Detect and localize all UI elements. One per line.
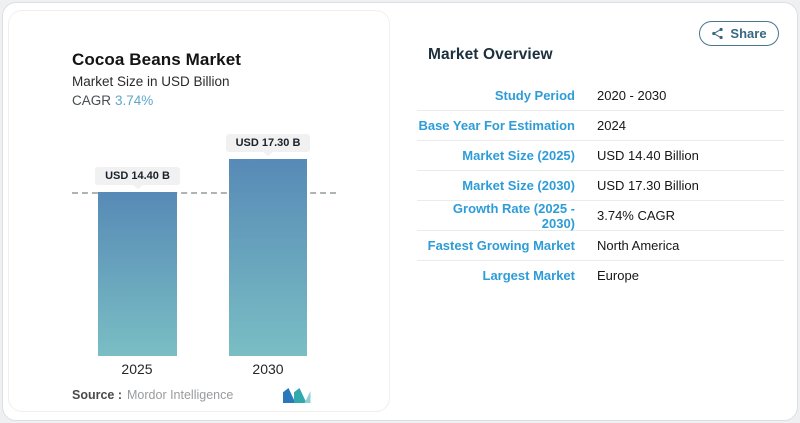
share-icon [711, 27, 724, 40]
row-value: USD 17.30 Billion [597, 178, 699, 193]
source-attribution: Source : Mordor Intelligence [72, 388, 233, 402]
bar-2025 [98, 192, 177, 356]
table-row-study-period: Study Period 2020 - 2030 [417, 81, 784, 111]
row-label: Fastest Growing Market [427, 238, 575, 253]
share-button-label: Share [730, 26, 767, 41]
x-axis-tick-2030: 2030 [252, 361, 284, 377]
overview-heading: Market Overview [428, 46, 553, 63]
row-label: Market Size (2030) [462, 178, 575, 193]
chart-cagr-line: CAGR 3.74% [72, 93, 153, 108]
chart-title: Cocoa Beans Market [72, 50, 242, 69]
bar-group-2025: USD 14.40 B [95, 167, 180, 356]
row-value: 3.74% CAGR [597, 208, 676, 223]
table-row-base-year: Base Year For Estimation 2024 [417, 111, 784, 141]
market-overview-table: Study Period 2020 - 2030 Base Year For E… [417, 81, 784, 290]
chart-subtitle: Market Size in USD Billion [72, 74, 230, 89]
row-value: North America [597, 238, 680, 253]
source-label: Source : [72, 388, 123, 402]
row-label: Base Year For Estimation [418, 118, 575, 133]
bar-2030 [229, 159, 307, 356]
table-row-largest-market: Largest Market Europe [417, 261, 784, 290]
bar-value-pointer [132, 185, 143, 189]
row-value: Europe [597, 268, 639, 283]
table-row-market-size-2025: Market Size (2025) USD 14.40 Billion [417, 141, 784, 171]
bar-value-label-2030: USD 17.30 B [225, 134, 311, 152]
row-label: Largest Market [482, 268, 575, 283]
row-value: 2024 [597, 118, 626, 133]
x-axis-tick-2025: 2025 [121, 361, 153, 377]
share-button[interactable]: Share [699, 21, 779, 46]
row-value: 2020 - 2030 [597, 88, 667, 103]
row-label: Market Size (2025) [462, 148, 575, 163]
row-label: Growth Rate (2025 - 2030) [452, 200, 575, 231]
bar-value-label-2025: USD 14.40 B [95, 167, 180, 185]
table-row-growth-rate: Growth Rate (2025 - 2030) 3.74% CAGR [417, 201, 784, 231]
cagr-label: CAGR [72, 93, 112, 108]
row-value: USD 14.40 Billion [597, 148, 699, 163]
bar-value-pointer [263, 152, 273, 156]
table-row-market-size-2030: Market Size (2030) USD 17.30 Billion [417, 171, 784, 201]
row-label: Study Period [494, 88, 575, 103]
cagr-value: 3.74% [115, 93, 154, 108]
mordor-intelligence-logo [283, 388, 311, 408]
chart-panel-card [8, 10, 390, 412]
table-row-fastest-growing-market: Fastest Growing Market North America [417, 231, 784, 261]
bar-group-2030: USD 17.30 B [225, 134, 311, 356]
source-name: Mordor Intelligence [127, 388, 234, 402]
reference-dashed-line [72, 192, 336, 194]
